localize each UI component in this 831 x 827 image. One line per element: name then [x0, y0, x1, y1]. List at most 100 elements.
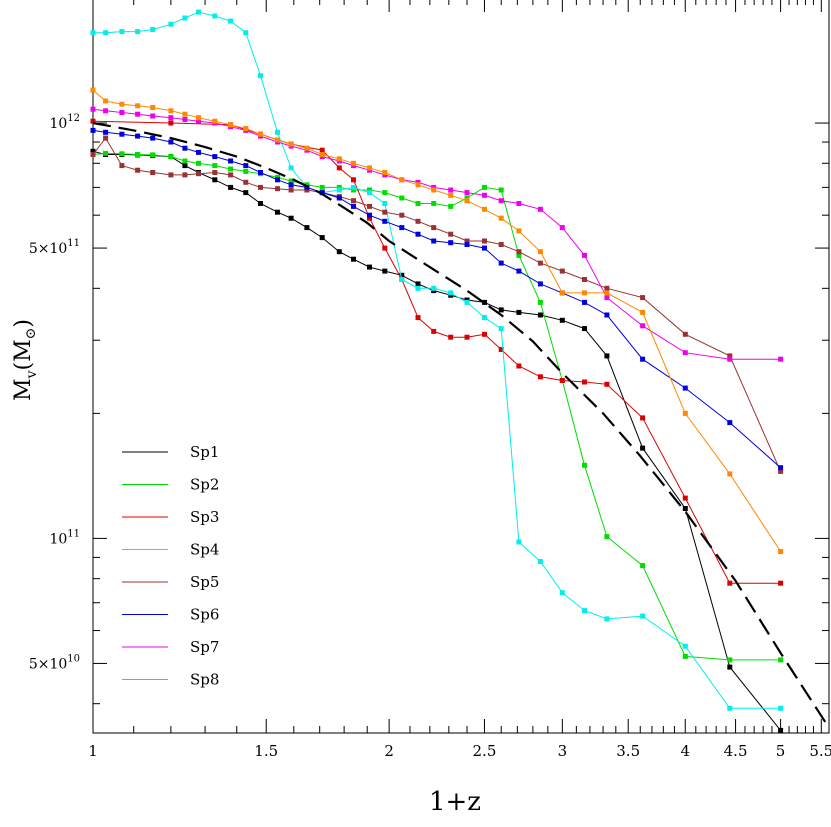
data-point: [196, 149, 201, 155]
data-point: [537, 312, 543, 318]
y-tick-exponent: 11: [67, 238, 80, 249]
data-point: [182, 172, 188, 178]
data-point: [464, 299, 470, 305]
data-point: [90, 118, 96, 124]
data-point: [212, 177, 218, 183]
data-point: [516, 249, 522, 255]
legend-label: Sp6: [190, 606, 219, 624]
data-point: [778, 580, 784, 586]
data-point: [168, 21, 174, 27]
data-point: [537, 206, 543, 212]
data-point: [275, 186, 280, 192]
data-point: [482, 238, 487, 244]
data-point: [682, 495, 688, 501]
data-point: [727, 356, 733, 362]
data-point: [196, 118, 201, 124]
series-line: [92, 108, 781, 360]
data-point: [212, 170, 218, 175]
data-point: [399, 212, 405, 218]
data-point: [464, 190, 470, 196]
data-point: [288, 165, 294, 171]
data-point: [537, 374, 543, 380]
data-point: [228, 18, 234, 24]
data-point: [498, 347, 504, 352]
data-point: [150, 170, 156, 175]
data-point: [90, 87, 96, 93]
data-point: [119, 110, 125, 115]
data-point: [243, 168, 249, 174]
y-label-unit-close: ): [11, 319, 36, 328]
data-point: [367, 215, 372, 221]
data-series: [90, 9, 830, 733]
data-point: [212, 13, 218, 19]
data-point: [135, 29, 141, 35]
data-point: [415, 315, 421, 321]
data-point: [582, 299, 587, 305]
data-point: [482, 206, 487, 212]
data-point: [415, 281, 421, 287]
data-point: [275, 177, 280, 183]
data-point: [727, 580, 733, 586]
data-point: [431, 285, 437, 291]
data-point: [582, 379, 587, 385]
data-point: [516, 228, 522, 234]
x-axis-label: 1+z: [429, 787, 481, 817]
data-point: [228, 122, 234, 128]
data-point: [582, 277, 587, 282]
series-sp7: [90, 106, 784, 362]
data-point: [448, 240, 454, 246]
data-point: [182, 158, 188, 164]
data-point: [778, 468, 784, 474]
data-point: [135, 111, 141, 117]
y-tick-mantissa: 5×10: [29, 241, 67, 257]
data-point: [537, 281, 543, 287]
data-point: [559, 268, 565, 274]
data-point: [640, 295, 646, 301]
data-point: [243, 179, 249, 185]
data-point: [464, 334, 470, 340]
data-point: [448, 187, 454, 193]
series-dashed-fit: [92, 121, 830, 729]
data-point: [640, 445, 646, 451]
data-point: [228, 172, 234, 178]
data-point: [727, 420, 733, 426]
data-point: [516, 268, 522, 274]
series-sp5: [90, 135, 784, 474]
data-point: [150, 105, 156, 110]
data-point: [415, 218, 421, 224]
data-point: [778, 727, 784, 733]
y-label-sun-symbol: ⊙: [23, 328, 39, 340]
data-point: [336, 156, 342, 162]
x-tick-label: 3: [558, 742, 568, 760]
data-point: [196, 115, 201, 121]
series-line: [92, 129, 781, 469]
data-point: [212, 163, 218, 169]
data-point: [415, 285, 421, 291]
data-point: [382, 209, 388, 215]
axis-ticks: [92, 0, 830, 733]
data-point: [582, 290, 587, 296]
data-point: [258, 170, 263, 175]
x-tick-label: 4.5: [724, 742, 748, 760]
legend: Sp1 Sp2 Sp3 Sp4 Sp5 Sp6 Sp7 Sp8: [122, 443, 219, 689]
dashed-line: [92, 121, 830, 729]
data-point: [168, 120, 174, 126]
data-point: [351, 184, 356, 190]
data-point: [498, 187, 504, 193]
data-point: [482, 184, 487, 190]
data-point: [604, 616, 610, 622]
x-tick-label: 3.5: [616, 742, 640, 760]
data-point: [103, 108, 109, 114]
data-point: [537, 559, 543, 564]
data-point: [559, 590, 565, 596]
data-point: [182, 145, 188, 151]
data-point: [640, 415, 646, 421]
data-point: [604, 353, 610, 359]
data-point: [431, 328, 437, 334]
data-point: [727, 664, 733, 670]
data-point: [196, 9, 201, 15]
data-point: [498, 260, 504, 266]
data-point: [319, 147, 325, 153]
data-point: [90, 152, 96, 157]
x-tick-label: 4: [680, 742, 690, 760]
